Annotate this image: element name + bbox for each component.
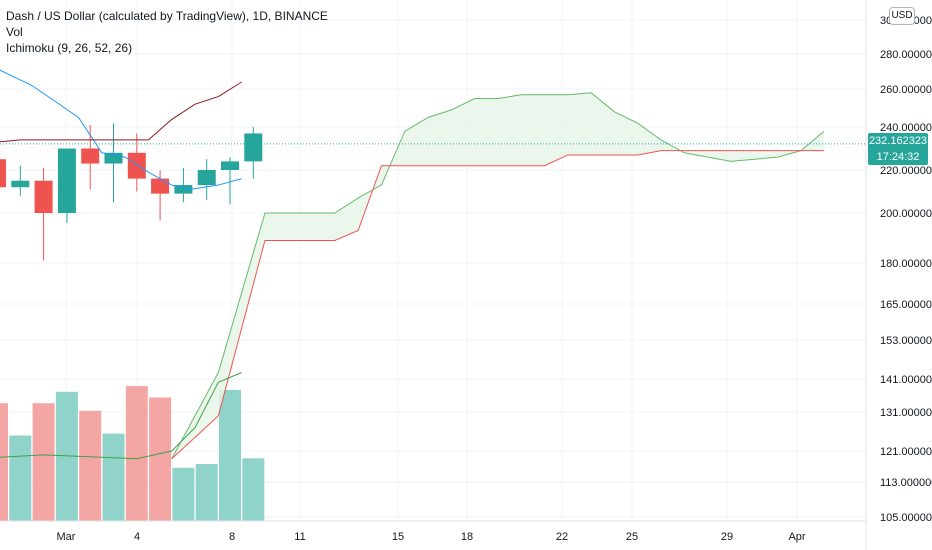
candle-body [81,148,100,164]
volume-bars [0,386,265,521]
candle-body [174,185,193,194]
candle-body [104,152,123,164]
candles [0,123,263,261]
volume-bar [102,433,125,521]
price-tick-label: 200.000000 [880,208,932,220]
ichimoku-cloud [171,92,825,460]
price-tick-label: 121.000000 [880,446,932,458]
candle-body [221,161,239,170]
time-tick-label: 22 [556,531,568,543]
price-tick-label: 131.000000 [880,407,932,419]
legend-title[interactable]: Dash / US Dollar (calculated by TradingV… [6,9,328,23]
legend-ichimoku[interactable]: Ichimoku (9, 26, 52, 26) [6,41,133,55]
price-tick-label: 220.000000 [880,165,932,177]
time-tick-label: 8 [229,531,235,543]
cloud-fill [171,92,825,459]
price-tick-label: 105.000000 [880,512,932,524]
volume-bar [172,467,195,521]
leading-span-b [171,150,825,460]
volume-bar [0,403,8,521]
bar-countdown: 17:24:32 [876,151,920,163]
chart-legend: Dash / US Dollar (calculated by TradingV… [6,8,328,56]
lagging-span [0,372,242,460]
price-tick-label: 280.000000 [880,49,932,61]
time-tick-label: 15 [392,531,404,543]
volume-bar [55,391,78,521]
volume-bar [219,389,241,521]
volume-bar [9,435,32,521]
legend-vol[interactable]: Vol [6,25,23,39]
time-tick-label: 29 [721,531,733,543]
candle-body [11,180,30,188]
candle-body [197,170,216,186]
last-price-tag: 232.162323 17:24:32 [868,133,928,165]
volume-bar [32,403,55,521]
candle-body [57,148,76,213]
base-line [0,81,242,143]
price-tick-label: 153.000000 [880,335,932,347]
price-tick-label: 260.000000 [880,84,932,96]
volume-bar [79,410,102,521]
time-tick-label: 25 [626,531,638,543]
conversion-line [0,69,242,190]
time-tick-label: 4 [134,531,140,543]
time-axis[interactable]: Mar 4 8 11 15 18 22 25 29 Apr [57,531,806,543]
last-price-value: 232.162323 [868,135,928,147]
currency-button[interactable]: USD [889,7,915,25]
price-tick-label: 165.000000 [880,299,932,311]
time-tick-label: Mar [57,531,76,543]
price-tick-label: 240.000000 [880,122,932,134]
ichimoku-lines [0,69,242,460]
candle-body [34,180,53,213]
price-tick-label: 180.000000 [880,258,932,270]
time-tick-label: 11 [294,531,305,543]
price-tick-label: 113.000000 [880,477,932,489]
candle-body [127,152,146,179]
leading-span-a [171,92,825,459]
price-axis[interactable]: 300.000000280.000000260.000000240.000000… [880,15,932,524]
candle-body [0,159,6,188]
volume-bar [125,386,148,521]
price-tick-label: 141.000000 [880,374,932,386]
volume-bar [195,464,218,521]
candle-body [244,133,263,162]
volume-bar [242,458,265,521]
time-tick-label: Apr [788,531,805,543]
candle-body [151,178,170,194]
time-tick-label: 18 [461,531,473,543]
volume-bar [149,397,172,521]
